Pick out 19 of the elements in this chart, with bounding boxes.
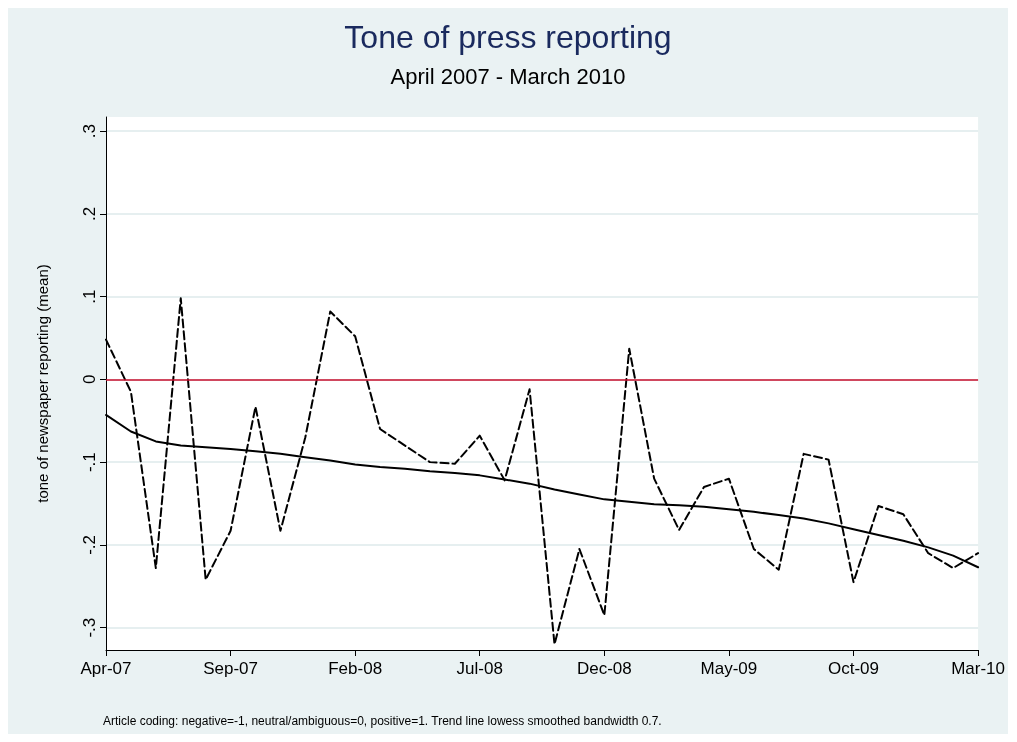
x-tick-label: Apr-07 (80, 659, 132, 678)
x-tick-label: Feb-08 (328, 659, 383, 678)
y-tick-label: 0 (80, 374, 99, 385)
x-tick-label: Oct-09 (827, 659, 880, 678)
x-tick-label: Dec-08 (576, 659, 632, 678)
x-tick-label: Sep-07 (203, 659, 258, 678)
chart-title: Tone of press reporting (344, 19, 672, 55)
y-axis-title: tone of newspaper reporting (mean) (34, 264, 51, 503)
y-tick-label: -.2 (80, 534, 99, 555)
x-tick-label: Jul-08 (456, 659, 503, 678)
x-tick-label: May-09 (700, 659, 758, 678)
text: Article coding: negative=-1, neutral/ambiguous=0, positive=1. Trend line lowess smoothed bandwidth 0.7. (103, 714, 662, 728)
y-tick-label: -.3 (80, 617, 99, 638)
chart-subtitle: April 2007 - March 2010 (390, 63, 626, 89)
y-tick-label: -.1 (80, 452, 99, 473)
y-tick-label: .2 (80, 206, 99, 221)
x-tick-label: Mar-10 (951, 659, 1006, 678)
y-tick-label: .3 (80, 123, 99, 139)
y-tick-label: .1 (80, 289, 99, 304)
